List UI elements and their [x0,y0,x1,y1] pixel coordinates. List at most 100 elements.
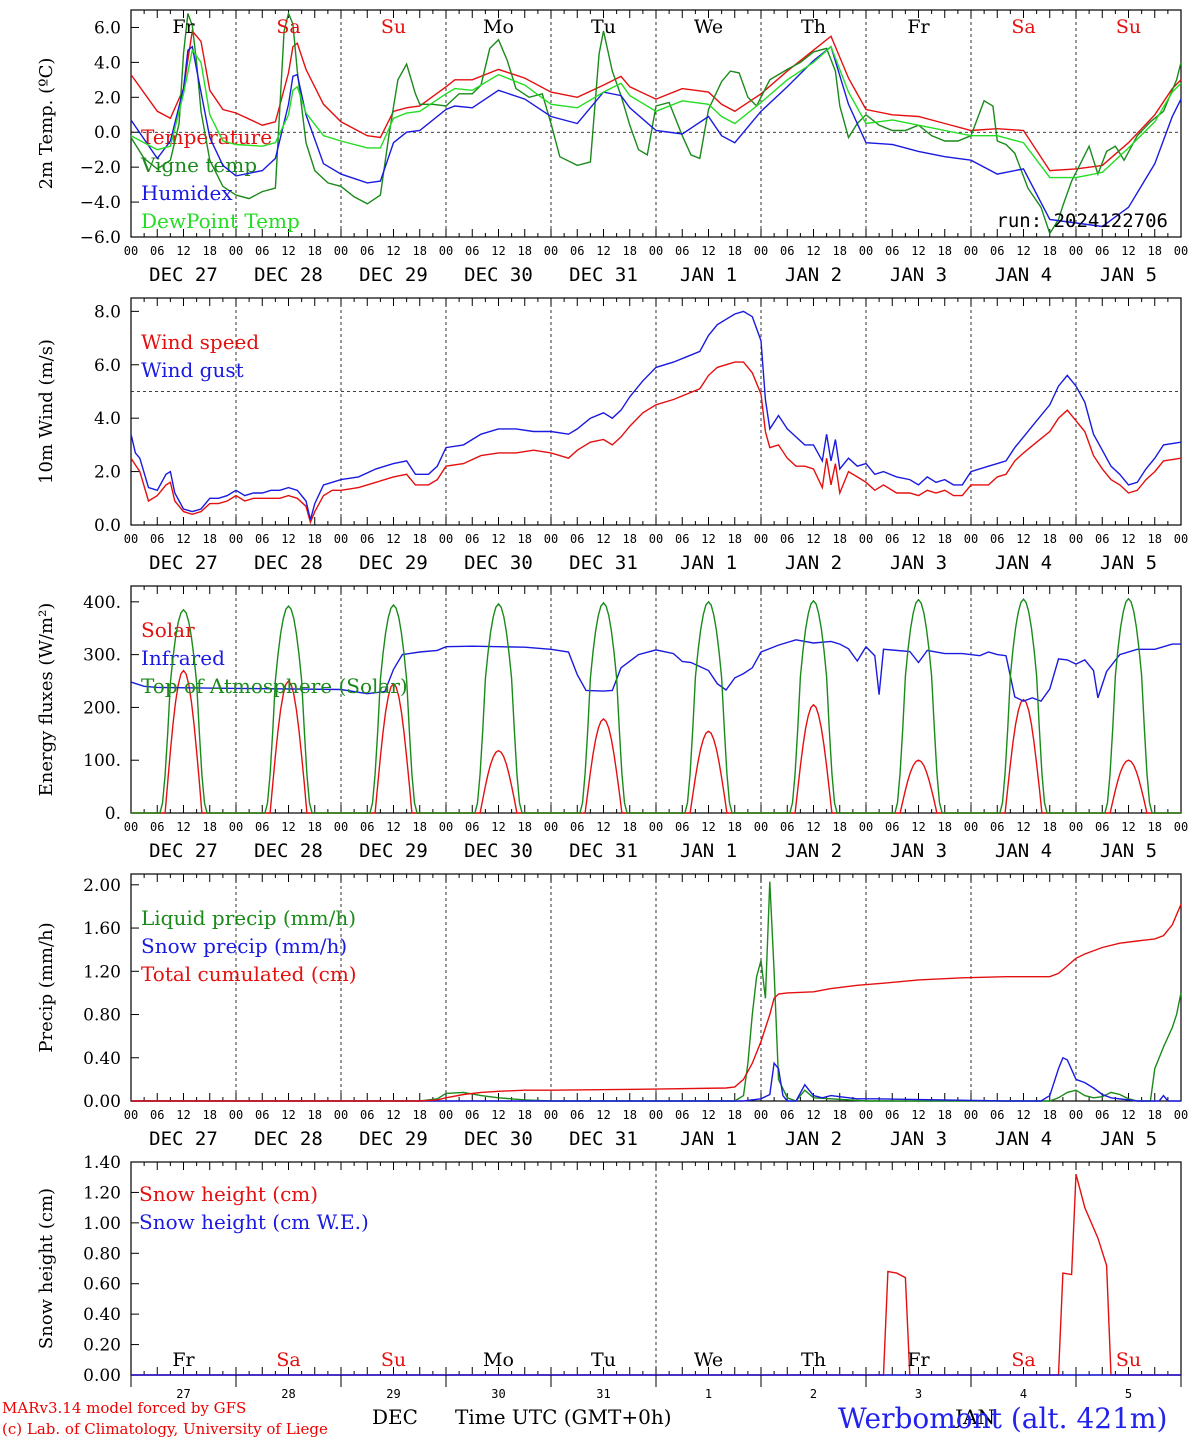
hour-tick-label: 06 [990,532,1004,546]
hour-tick-label: 12 [1016,244,1030,258]
weekday-label: Su [1116,16,1141,38]
hour-tick-label: 06 [675,1108,689,1122]
y-tick-label: 0.40 [83,1049,121,1069]
y-tick-label: 4.0 [94,409,121,429]
y-tick-label: 1.20 [83,962,121,982]
hour-tick-label: 00 [964,244,978,258]
y-tick-label: 6.0 [94,18,121,38]
date-label: DEC 31 [569,1128,638,1150]
series-line-wind-gust [130,310,1182,520]
hour-tick-label: 06 [255,1108,269,1122]
hour-tick-label: 06 [150,532,164,546]
date-label: JAN 3 [890,840,947,862]
hour-tick-label: 06 [675,244,689,258]
date-label: JAN 4 [995,840,1052,862]
hour-tick-label: 06 [255,820,269,834]
hour-tick-label: 18 [308,532,322,546]
hour-tick-label: 00 [754,244,768,258]
hour-tick-label: 18 [1043,244,1057,258]
hour-tick-label: 12 [1121,1108,1135,1122]
date-label: JAN 5 [1100,552,1157,574]
y-tick-label: 1.40 [83,1153,121,1173]
date-label: DEC 30 [464,264,533,286]
hour-tick-label: 00 [1069,1108,1083,1122]
hour-tick-label: 12 [1121,820,1135,834]
hour-tick-label: 00 [1069,532,1083,546]
hour-tick-label: 00 [1069,244,1083,258]
date-label: DEC 30 [464,1128,533,1150]
hour-tick-label: 18 [623,1108,637,1122]
hour-tick-label: 06 [360,532,374,546]
hour-tick-label: 06 [150,820,164,834]
hour-tick-label: 18 [623,244,637,258]
y-tick-label: 0.80 [83,1006,121,1026]
series-line-infrared [130,639,1181,702]
hour-tick-label: 00 [439,532,453,546]
y-tick-label: 1.60 [83,919,121,939]
hour-tick-label: 12 [911,244,925,258]
hour-tick-label: 18 [1148,532,1162,546]
hour-tick-label: 12 [596,532,610,546]
hour-tick-label: 00 [229,1108,243,1122]
hour-tick-label: 12 [281,820,295,834]
date-label: JAN 3 [890,264,947,286]
hour-tick-label: 06 [465,1108,479,1122]
hour-tick-label: 18 [308,244,322,258]
weekday-label: Fr [172,1349,195,1371]
hour-tick-label: 12 [281,244,295,258]
hour-tick-label: 06 [570,244,584,258]
hour-tick-label: 06 [570,820,584,834]
hour-tick-label: 00 [1069,820,1083,834]
legend-liquid-precip-mm-h: Liquid precip (mm/h) [141,906,356,930]
y-axis-label: Precip (mm/h) [36,922,57,1052]
date-label: DEC 31 [569,552,638,574]
hour-tick-label: 12 [281,532,295,546]
series-line-snow-height-cm [131,1174,1181,1376]
hour-tick-label: 12 [806,820,820,834]
y-tick-label: 2.0 [94,88,121,108]
hour-tick-label: 06 [885,820,899,834]
hour-tick-label: 06 [465,532,479,546]
date-label: DEC 27 [149,264,218,286]
date-label: JAN 2 [785,264,842,286]
hour-tick-label: 00 [439,244,453,258]
hour-tick-label: 12 [176,532,190,546]
hour-tick-label: 12 [596,244,610,258]
day-number-label: 27 [176,1387,190,1401]
y-axis-label: 2m Temp. (ºC) [36,58,57,190]
date-label: JAN 1 [680,840,737,862]
hour-tick-label: 00 [1174,820,1188,834]
hour-tick-label: 00 [439,820,453,834]
hour-tick-label: 00 [124,532,138,546]
hour-tick-label: 06 [570,1108,584,1122]
hour-tick-label: 12 [1016,1108,1030,1122]
hour-tick-label: 18 [1043,532,1057,546]
hour-tick-label: 12 [1121,244,1135,258]
date-label: JAN 2 [785,1128,842,1150]
legend-humidex: Humidex [141,181,233,205]
hour-tick-label: 12 [911,820,925,834]
hour-tick-label: 06 [1095,532,1109,546]
hour-tick-label: 18 [623,532,637,546]
series-line-liquid-precip-mm-h [131,881,1182,1102]
hour-tick-label: 18 [938,1108,952,1122]
hour-tick-label: 12 [176,1108,190,1122]
date-label: DEC 29 [359,840,428,862]
hour-tick-label: 00 [754,1108,768,1122]
date-label: DEC 28 [254,840,323,862]
hour-tick-label: 06 [360,244,374,258]
hour-tick-label: 00 [964,532,978,546]
y-tick-label: 1.00 [83,1214,121,1234]
hour-tick-label: 12 [806,532,820,546]
weekday-label: Th [801,16,826,38]
hour-tick-label: 00 [229,820,243,834]
hour-tick-label: 12 [596,820,610,834]
hour-tick-label: 00 [859,1108,873,1122]
legend-snow-height-cm: Snow height (cm) [139,1182,318,1206]
hour-tick-label: 06 [360,1108,374,1122]
date-label: JAN 2 [785,552,842,574]
date-label: JAN 1 [680,1128,737,1150]
weekday-label: Sa [276,16,300,38]
series-line-total-cumulated-cm [131,904,1182,1102]
hour-tick-label: 00 [334,244,348,258]
